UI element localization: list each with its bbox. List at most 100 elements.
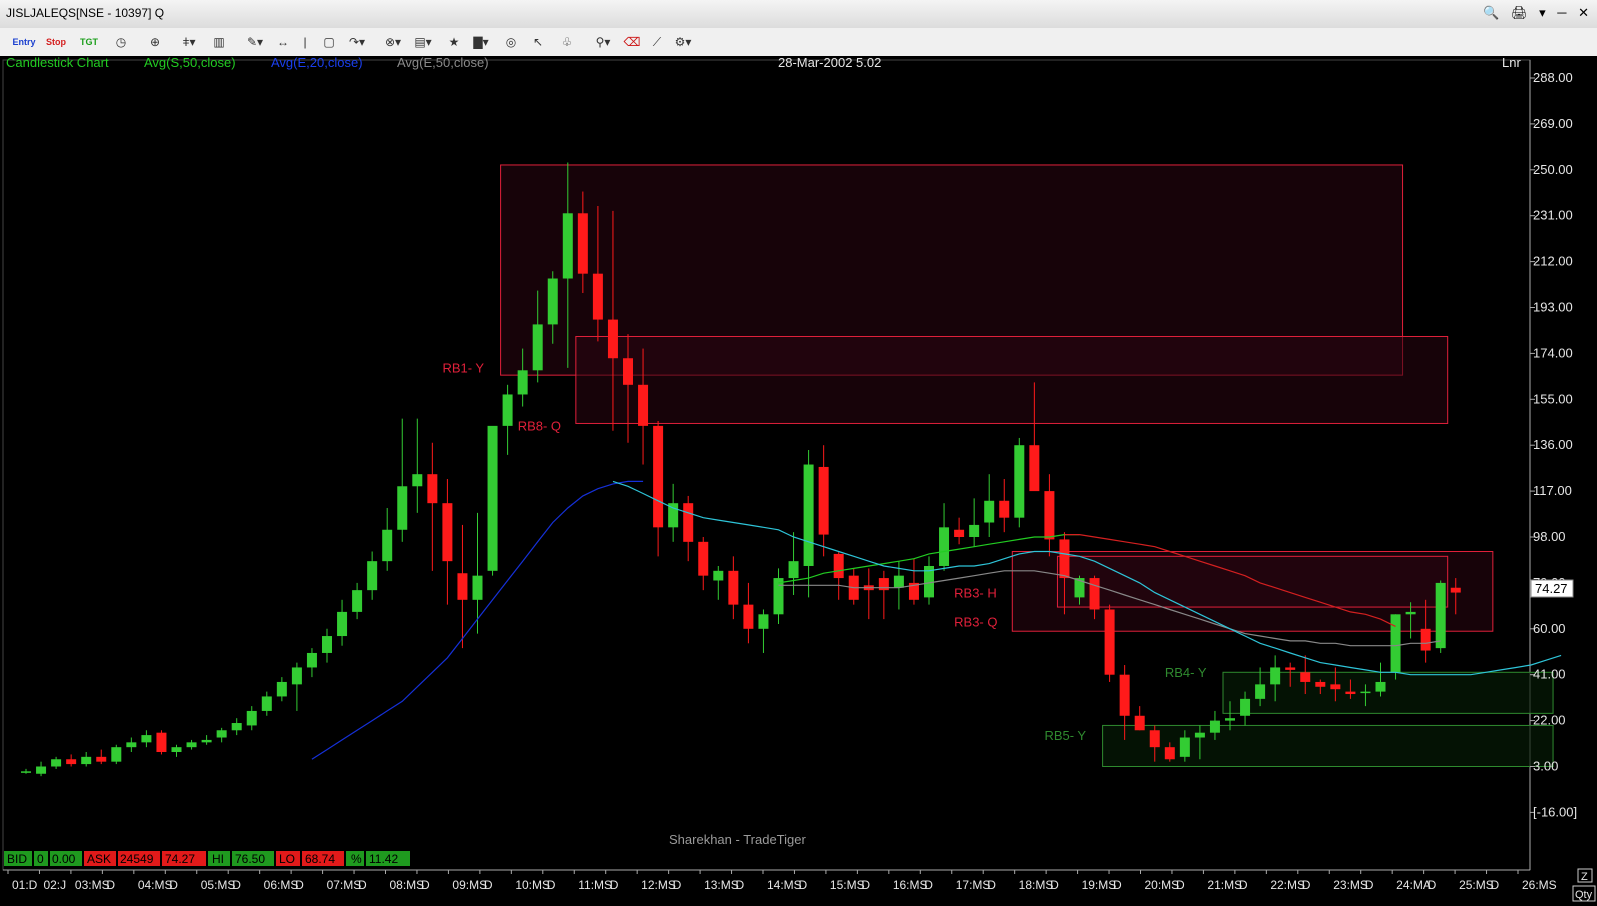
candle	[276, 677, 287, 702]
candle-body	[1074, 578, 1085, 598]
candle-body	[773, 578, 784, 615]
candle-icon[interactable]: ▥	[213, 35, 225, 49]
x-tick-label: 15:MS	[830, 878, 865, 892]
chart-icon[interactable]: ⟋	[652, 35, 662, 49]
crosshair-icon[interactable]: ⊕	[149, 35, 161, 49]
cursor-icon[interactable]: ↖	[532, 35, 544, 49]
stop-button[interactable]: Stop	[46, 37, 66, 47]
candle	[1149, 725, 1160, 762]
target-button[interactable]: TGT	[80, 37, 98, 47]
link-icon[interactable]: ⊗▾	[384, 35, 402, 49]
high-value: 76.50	[235, 852, 265, 866]
candle-body	[1360, 691, 1371, 694]
candle-body	[788, 561, 799, 579]
window-title: JISLJALEQS[NSE - 10397] Q	[6, 6, 165, 20]
candle-body	[1420, 628, 1431, 651]
candle-body	[1194, 732, 1205, 738]
candle-body	[1029, 445, 1040, 492]
star-icon[interactable]: ★	[448, 35, 460, 49]
x-tick-label: D	[987, 878, 996, 892]
bars-icon[interactable]: ▇▾	[473, 35, 489, 49]
candles	[21, 162, 1461, 777]
candle	[1029, 382, 1040, 492]
candle	[216, 727, 227, 743]
candlestick-chart[interactable]: Candlestick Chart Avg(S,50,close) Avg(E,…	[0, 56, 1597, 906]
candle-body	[1315, 681, 1326, 687]
x-tick-label: 12:MS	[641, 878, 676, 892]
book-icon[interactable]: ▤▾	[414, 35, 432, 49]
candle	[683, 495, 694, 562]
candle	[231, 718, 242, 736]
x-tick-label: 22:MS	[1270, 878, 1305, 892]
candle	[337, 599, 348, 646]
gear-icon[interactable]: ⚙▾	[674, 35, 692, 49]
chart-toolbar: Entry Stop TGT ◷ ⊕ ǂ▾ ▥ ✎▾ ↔ | ▢ ↷▾ ⊗▾ ▤…	[0, 28, 1597, 57]
candle-body	[1134, 715, 1145, 731]
drawing-icon[interactable]: ✎▾	[246, 35, 264, 49]
bell-icon[interactable]: ♧	[561, 35, 573, 49]
x-tick-label: D	[1428, 878, 1437, 892]
line-icon[interactable]: ↔	[277, 35, 289, 49]
x-tick-label: D	[673, 878, 682, 892]
candle	[126, 737, 137, 753]
x-tick-label: D	[798, 878, 807, 892]
candle-body	[36, 766, 47, 774]
minimize-icon[interactable]: ─	[1557, 5, 1567, 20]
timer-icon[interactable]: ◷	[115, 35, 127, 49]
candle-body	[1450, 587, 1461, 593]
low-label: LO	[279, 852, 295, 866]
x-tick-label: D	[421, 878, 430, 892]
candle-body	[653, 425, 664, 528]
candle	[532, 290, 543, 383]
dropdown-icon[interactable]: ▾	[1539, 5, 1546, 20]
scale-mode[interactable]: Lnr	[1502, 56, 1521, 70]
candle-body	[186, 742, 197, 748]
candle-body	[1089, 578, 1100, 610]
x-tick-label: 14:MS	[767, 878, 802, 892]
delete-icon[interactable]: ⌫	[623, 35, 641, 49]
ask-qty: 24549	[120, 852, 154, 866]
bid-label: BID	[7, 852, 27, 866]
resistance-zone-1	[575, 335, 1449, 424]
close-icon[interactable]: ✕	[1578, 5, 1589, 20]
search-icon[interactable]: 🔍	[1483, 5, 1500, 20]
corner-z[interactable]: Z	[1581, 871, 1588, 883]
percent-value: 11.42	[369, 852, 398, 866]
candle-body	[427, 474, 438, 504]
zone-labels: RB1- Y RB8- Q RB3- H RB3- Q RB4- Y RB5- Y	[442, 361, 1206, 743]
x-tick-label: 21:MS	[1207, 878, 1242, 892]
candle	[1225, 701, 1235, 731]
price-marker: 74.27	[1530, 579, 1574, 598]
legend-sma50: Avg(S,50,close)	[144, 56, 236, 70]
palette-icon[interactable]: ◎	[505, 35, 517, 49]
vline-icon[interactable]: |	[303, 35, 307, 49]
rect-icon[interactable]: ▢	[323, 35, 335, 49]
candle	[111, 744, 122, 765]
candle	[1134, 706, 1145, 731]
x-tick-label: D	[1113, 878, 1122, 892]
print-icon[interactable]: 🖨	[1510, 5, 1528, 20]
candle-body	[803, 464, 814, 566]
series-line-cyan-ema	[612, 480, 1562, 676]
high-label: HI	[212, 852, 224, 866]
candle-body	[1179, 737, 1190, 757]
ask-price: 74.27	[165, 852, 195, 866]
x-tick-label: 06:MS	[264, 878, 299, 892]
pointer-icon[interactable]: ↷▾	[348, 35, 366, 49]
corner-qty[interactable]: Qty	[1575, 889, 1593, 901]
candle-body	[728, 570, 739, 605]
indicator-icon[interactable]: ǂ▾	[182, 35, 196, 49]
candle	[1285, 662, 1296, 687]
entry-button[interactable]: Entry	[12, 37, 36, 47]
candle-body	[517, 370, 528, 395]
candle-body	[833, 553, 844, 579]
candle	[322, 628, 332, 663]
candle	[984, 474, 995, 538]
candle	[1345, 679, 1356, 699]
x-tick-label: 26:MS	[1522, 878, 1557, 892]
x-tick-label: D	[736, 878, 745, 892]
candle-body	[562, 213, 573, 279]
zoom-icon[interactable]: ⚲▾	[595, 35, 611, 49]
candle	[502, 384, 513, 455]
candle-body	[412, 474, 423, 487]
